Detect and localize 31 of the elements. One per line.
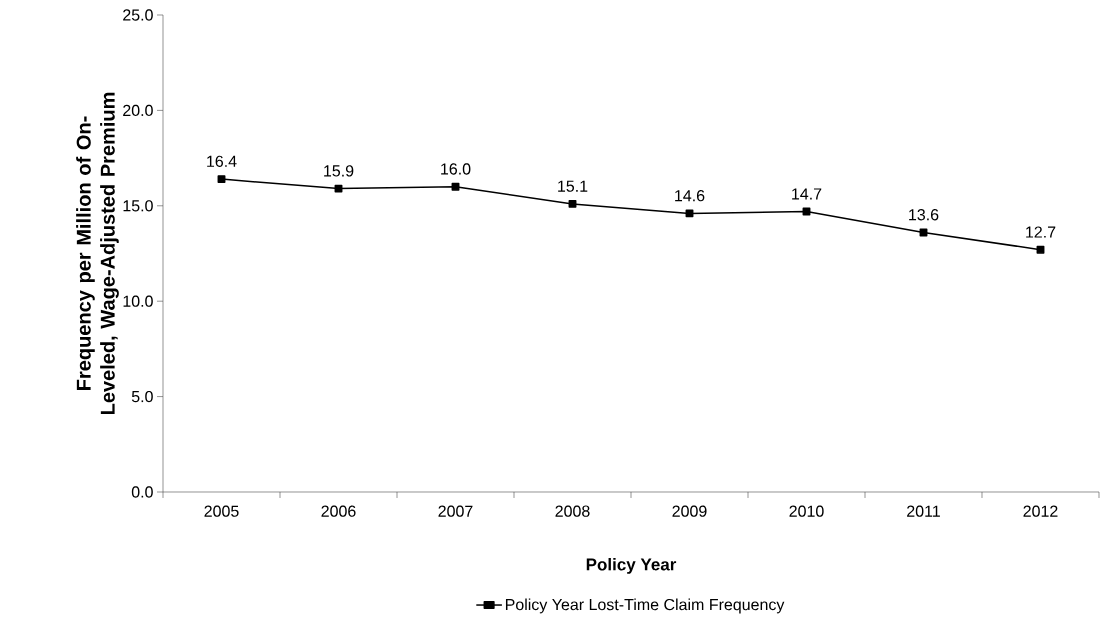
x-tick-label: 2010 <box>789 505 824 517</box>
text: 15.9 <box>324 165 354 177</box>
x-axis-title: Policy Year <box>586 558 677 574</box>
point <box>685 209 694 218</box>
y-tick-label: 0.0 <box>131 486 153 498</box>
x-tick-label: 2007 <box>438 505 473 517</box>
y-axis-title: Frequency per Million of On-Leveled, Wage-Adjusted Premium <box>76 92 119 415</box>
text: 15.1 <box>558 180 588 192</box>
x-tick-label: 2011 <box>907 505 940 517</box>
legend-label: Policy Year Lost-Time Claim Frequency <box>505 598 785 614</box>
x-tick-label: 2005 <box>204 505 239 517</box>
text: 16.4 <box>207 155 237 167</box>
text: 13.6 <box>909 209 939 221</box>
text: 16.0 <box>441 163 471 175</box>
x-tick-label: 2009 <box>672 505 707 517</box>
x-tick-label: 2012 <box>1023 505 1058 517</box>
y-tick-label: 25.0 <box>123 9 153 21</box>
point <box>568 199 577 208</box>
point <box>217 175 226 184</box>
point <box>1036 245 1045 254</box>
text: 12.7 <box>1026 226 1056 238</box>
y-tick-label: 20.0 <box>123 104 153 117</box>
text: 14.6 <box>675 190 705 202</box>
x-tick-label: 2008 <box>555 505 590 517</box>
point <box>451 182 460 191</box>
point <box>334 184 343 193</box>
y-tick-label: 10.0 <box>123 295 153 307</box>
text: 14.7 <box>792 188 822 200</box>
y-tick-label: 15.0 <box>123 200 153 212</box>
y-tick-label: 5.0 <box>131 390 153 403</box>
x-tick-label: 2006 <box>321 505 356 517</box>
